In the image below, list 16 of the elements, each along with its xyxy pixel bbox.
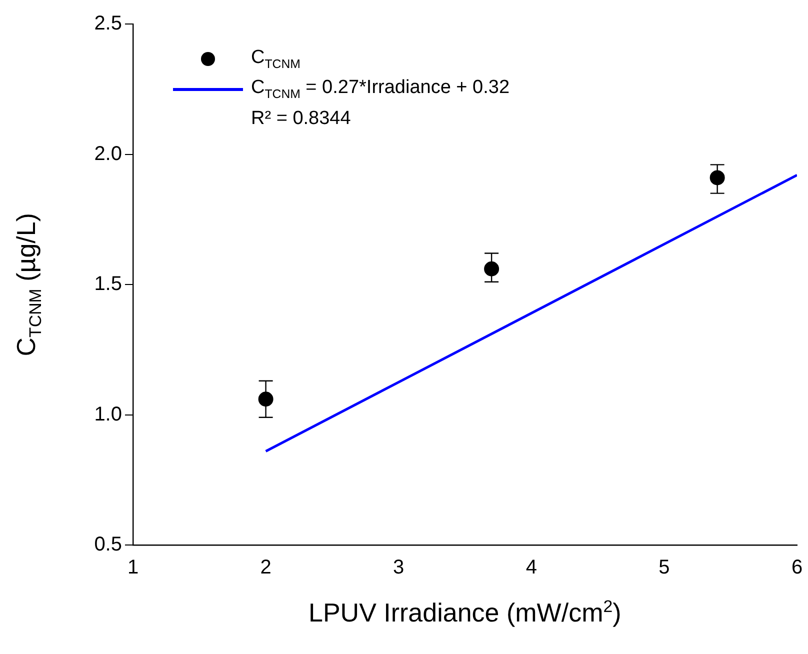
point <box>484 261 500 276</box>
y-tick-label: 0.5 <box>94 534 122 556</box>
x-tick-label: 2 <box>260 556 272 579</box>
annotation: R² = 0.8344 <box>250 107 352 131</box>
y-tick-label: 1.0 <box>94 403 122 426</box>
y-tick-label: 2.5 <box>94 12 122 35</box>
x-tick-label: 3 <box>393 556 404 579</box>
x-tick-label: 4 <box>526 556 537 579</box>
x-tick-label: 5 <box>658 556 670 579</box>
legend-label: C$_{TCNM}$ = 0.27*Irradiance + 0.32 <box>251 77 510 101</box>
x-tick-label: 6 <box>791 556 803 579</box>
x-tick-label: 1 <box>127 556 139 579</box>
legend-label: C$_{TCNM}$ <box>251 47 300 71</box>
x-axis-title: LPUV Irradiance (mW/cm$^{2}$) <box>308 597 622 629</box>
y-tick-label: 2.0 <box>94 142 122 165</box>
y-tick-label: 1.5 <box>94 273 122 296</box>
